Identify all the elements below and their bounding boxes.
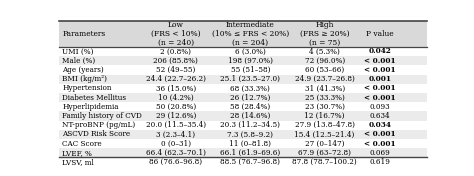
Text: 12 (16.7%): 12 (16.7%): [304, 112, 345, 120]
Text: 0.001: 0.001: [368, 75, 391, 83]
Text: Diabetes Mellitus: Diabetes Mellitus: [62, 94, 126, 102]
Text: CAC Score: CAC Score: [62, 140, 102, 148]
Text: 198 (97.0%): 198 (97.0%): [228, 57, 273, 65]
Text: P value: P value: [366, 30, 393, 38]
Text: NT-proBNP (pg/mL): NT-proBNP (pg/mL): [62, 121, 136, 129]
Text: 52 (49–55): 52 (49–55): [156, 66, 196, 74]
Text: Parameters: Parameters: [62, 30, 105, 38]
Text: Hypertension: Hypertension: [62, 84, 112, 92]
Text: 3 (2.3–4.1): 3 (2.3–4.1): [156, 130, 195, 138]
Bar: [59, 21, 427, 47]
Text: Male (%): Male (%): [62, 57, 95, 65]
Bar: [59, 148, 427, 158]
Text: 6 (3.0%): 6 (3.0%): [235, 48, 266, 55]
Text: UMI (%): UMI (%): [62, 48, 94, 55]
Text: 4 (5.3%): 4 (5.3%): [309, 48, 340, 55]
Text: 0.093: 0.093: [369, 103, 390, 111]
Text: 86 (76.6–96.8): 86 (76.6–96.8): [149, 158, 202, 166]
Text: 20.3 (11.2–34.5): 20.3 (11.2–34.5): [220, 121, 280, 129]
Text: 27.9 (13.8–47.8): 27.9 (13.8–47.8): [295, 121, 355, 129]
Text: Family history of CVD: Family history of CVD: [62, 112, 142, 120]
Text: 68 (33.3%): 68 (33.3%): [230, 84, 270, 92]
Bar: [59, 121, 427, 130]
Text: 88.5 (76.7–96.8): 88.5 (76.7–96.8): [220, 158, 280, 166]
Bar: [59, 139, 427, 148]
Text: 31 (41.3%): 31 (41.3%): [304, 84, 345, 92]
Text: 0.034: 0.034: [368, 121, 391, 129]
Text: < 0.001: < 0.001: [364, 84, 396, 92]
Text: 50 (20.8%): 50 (20.8%): [156, 103, 196, 111]
Bar: [59, 56, 427, 65]
Text: LVSV, ml: LVSV, ml: [62, 158, 94, 166]
Text: 20.0 (11.5–35.4): 20.0 (11.5–35.4): [146, 121, 206, 129]
Bar: [59, 102, 427, 111]
Bar: [59, 111, 427, 121]
Text: 66.1 (61.9–69.6): 66.1 (61.9–69.6): [220, 149, 281, 157]
Bar: [59, 130, 427, 139]
Text: 2 (0.8%): 2 (0.8%): [160, 48, 191, 55]
Text: 0.069: 0.069: [369, 149, 390, 157]
Text: 29 (12.6%): 29 (12.6%): [155, 112, 196, 120]
Bar: [59, 158, 427, 167]
Text: 25 (33.3%): 25 (33.3%): [305, 94, 345, 102]
Text: 25.1 (23.5–27.0): 25.1 (23.5–27.0): [220, 75, 280, 83]
Text: 0.634: 0.634: [369, 112, 390, 120]
Text: 24.9 (23.7–26.8): 24.9 (23.7–26.8): [295, 75, 355, 83]
Text: 58 (28.4%): 58 (28.4%): [230, 103, 270, 111]
Text: 7.3 (5.8–9.2): 7.3 (5.8–9.2): [227, 130, 273, 138]
Text: Age (years): Age (years): [62, 66, 104, 74]
Text: 67.9 (63–72.8): 67.9 (63–72.8): [298, 149, 351, 157]
Text: 87.8 (78.7–100.2): 87.8 (78.7–100.2): [292, 158, 357, 166]
Bar: [59, 47, 427, 56]
Text: < 0.001: < 0.001: [364, 140, 396, 148]
Text: < 0.001: < 0.001: [364, 66, 396, 74]
Text: 206 (85.8%): 206 (85.8%): [154, 57, 198, 65]
Text: 0.619: 0.619: [369, 158, 390, 166]
Text: 55 (51–58): 55 (51–58): [230, 66, 270, 74]
Text: 27 (0–147): 27 (0–147): [305, 140, 345, 148]
Text: 66.4 (62.3–70.1): 66.4 (62.3–70.1): [146, 149, 206, 157]
Text: 15.4 (12.5–21.4): 15.4 (12.5–21.4): [294, 130, 355, 138]
Text: 72 (96.0%): 72 (96.0%): [304, 57, 345, 65]
Bar: [59, 93, 427, 102]
Text: 23 (30.7%): 23 (30.7%): [305, 103, 345, 111]
Text: 11 (0–81.8): 11 (0–81.8): [229, 140, 271, 148]
Text: < 0.001: < 0.001: [364, 57, 396, 65]
Text: 0.042: 0.042: [368, 48, 391, 55]
Text: < 0.001: < 0.001: [364, 130, 396, 138]
Text: 28 (14.6%): 28 (14.6%): [230, 112, 271, 120]
Text: ASCVD Risk Score: ASCVD Risk Score: [62, 130, 130, 138]
Text: < 0.001: < 0.001: [364, 94, 396, 102]
Text: High
(FRS ≥ 20%)
(n = 75): High (FRS ≥ 20%) (n = 75): [300, 21, 349, 47]
Text: 10 (4.2%): 10 (4.2%): [158, 94, 194, 102]
Text: 24.4 (22.7–26.2): 24.4 (22.7–26.2): [146, 75, 206, 83]
Text: Intermediate
(10% ≤ FRS < 20%)
(n = 204): Intermediate (10% ≤ FRS < 20%) (n = 204): [212, 21, 289, 47]
Text: 26 (12.7%): 26 (12.7%): [230, 94, 271, 102]
Text: 36 (15.0%): 36 (15.0%): [156, 84, 196, 92]
Bar: [59, 74, 427, 84]
Text: 60 (53–66): 60 (53–66): [305, 66, 344, 74]
Text: BMI (kg/m²): BMI (kg/m²): [62, 75, 107, 83]
Text: Hyperlipidemia: Hyperlipidemia: [62, 103, 118, 111]
Text: LVEF, %: LVEF, %: [62, 149, 92, 157]
Text: Low
(FRS < 10%)
(n = 240): Low (FRS < 10%) (n = 240): [151, 21, 201, 47]
Bar: [59, 65, 427, 74]
Text: 0 (0–31): 0 (0–31): [161, 140, 191, 148]
Bar: [59, 84, 427, 93]
